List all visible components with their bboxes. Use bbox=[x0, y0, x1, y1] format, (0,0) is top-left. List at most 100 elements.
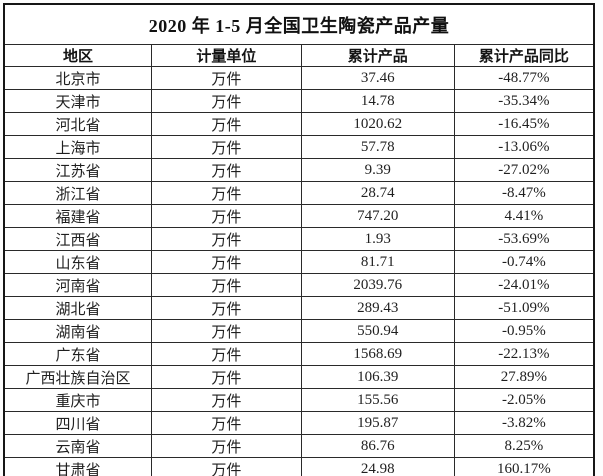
cell-yoy: -13.06% bbox=[453, 135, 595, 159]
table-row: 广西壮族自治区 万件 106.39 27.89% bbox=[3, 365, 595, 389]
cell-yoy: 160.17% bbox=[453, 457, 595, 476]
cell-yoy: -8.47% bbox=[453, 181, 595, 205]
cell-unit: 万件 bbox=[151, 112, 302, 136]
cell-cumulative-output: 86.76 bbox=[300, 434, 455, 458]
header-unit: 计量单位 bbox=[151, 44, 302, 67]
cell-region: 甘肃省 bbox=[3, 457, 152, 476]
cell-yoy: -16.45% bbox=[453, 112, 595, 136]
cell-cumulative-output: 28.74 bbox=[300, 181, 455, 205]
cell-unit: 万件 bbox=[151, 296, 302, 320]
table-row: 上海市 万件 57.78 -13.06% bbox=[3, 135, 595, 159]
cell-region: 四川省 bbox=[3, 411, 152, 435]
cell-region: 湖南省 bbox=[3, 319, 152, 343]
cell-unit: 万件 bbox=[151, 273, 302, 297]
cell-region: 湖北省 bbox=[3, 296, 152, 320]
cell-cumulative-output: 155.56 bbox=[300, 388, 455, 412]
cell-yoy: 8.25% bbox=[453, 434, 595, 458]
cell-unit: 万件 bbox=[151, 158, 302, 182]
header-cumulative-output: 累计产品 bbox=[300, 44, 455, 67]
cell-region: 广西壮族自治区 bbox=[3, 365, 152, 389]
cell-yoy: -0.74% bbox=[453, 250, 595, 274]
cell-cumulative-output: 550.94 bbox=[300, 319, 455, 343]
cell-cumulative-output: 2039.76 bbox=[300, 273, 455, 297]
table-row: 云南省 万件 86.76 8.25% bbox=[3, 434, 595, 458]
cell-unit: 万件 bbox=[151, 135, 302, 159]
cell-cumulative-output: 289.43 bbox=[300, 296, 455, 320]
cell-unit: 万件 bbox=[151, 411, 302, 435]
header-row: 地区 计量单位 累计产品 累计产品同比 bbox=[3, 44, 595, 67]
cell-region: 江苏省 bbox=[3, 158, 152, 182]
table-row: 浙江省 万件 28.74 -8.47% bbox=[3, 181, 595, 205]
cell-yoy: -51.09% bbox=[453, 296, 595, 320]
cell-yoy: -48.77% bbox=[453, 66, 595, 90]
cell-yoy: -22.13% bbox=[453, 342, 595, 366]
cell-cumulative-output: 14.78 bbox=[300, 89, 455, 113]
table-row: 四川省 万件 195.87 -3.82% bbox=[3, 411, 595, 435]
cell-region: 浙江省 bbox=[3, 181, 152, 205]
header-yoy: 累计产品同比 bbox=[453, 44, 595, 67]
title-row: 2020 年 1-5 月全国卫生陶瓷产品产量 bbox=[3, 3, 595, 45]
table-row: 福建省 万件 747.20 4.41% bbox=[3, 204, 595, 228]
cell-cumulative-output: 1568.69 bbox=[300, 342, 455, 366]
table-row: 北京市 万件 37.46 -48.77% bbox=[3, 66, 595, 90]
cell-cumulative-output: 57.78 bbox=[300, 135, 455, 159]
cell-cumulative-output: 195.87 bbox=[300, 411, 455, 435]
cell-cumulative-output: 1.93 bbox=[300, 227, 455, 251]
table-row: 江苏省 万件 9.39 -27.02% bbox=[3, 158, 595, 182]
cell-cumulative-output: 9.39 bbox=[300, 158, 455, 182]
cell-yoy: -24.01% bbox=[453, 273, 595, 297]
cell-cumulative-output: 37.46 bbox=[300, 66, 455, 90]
cell-region: 北京市 bbox=[3, 66, 152, 90]
cell-region: 河南省 bbox=[3, 273, 152, 297]
cell-unit: 万件 bbox=[151, 388, 302, 412]
cell-region: 天津市 bbox=[3, 89, 152, 113]
cell-yoy: 4.41% bbox=[453, 204, 595, 228]
cell-unit: 万件 bbox=[151, 250, 302, 274]
cell-unit: 万件 bbox=[151, 66, 302, 90]
cell-unit: 万件 bbox=[151, 89, 302, 113]
table-row: 广东省 万件 1568.69 -22.13% bbox=[3, 342, 595, 366]
table-title: 2020 年 1-5 月全国卫生陶瓷产品产量 bbox=[3, 3, 595, 45]
table-row: 甘肃省 万件 24.98 160.17% bbox=[3, 457, 595, 476]
cell-unit: 万件 bbox=[151, 227, 302, 251]
cell-region: 重庆市 bbox=[3, 388, 152, 412]
cell-cumulative-output: 1020.62 bbox=[300, 112, 455, 136]
cell-yoy: -3.82% bbox=[453, 411, 595, 435]
header-region: 地区 bbox=[3, 44, 152, 67]
table-row: 湖北省 万件 289.43 -51.09% bbox=[3, 296, 595, 320]
cell-yoy: 27.89% bbox=[453, 365, 595, 389]
cell-region: 江西省 bbox=[3, 227, 152, 251]
table-row: 山东省 万件 81.71 -0.74% bbox=[3, 250, 595, 274]
cell-unit: 万件 bbox=[151, 365, 302, 389]
cell-region: 山东省 bbox=[3, 250, 152, 274]
cell-region: 福建省 bbox=[3, 204, 152, 228]
table-row: 湖南省 万件 550.94 -0.95% bbox=[3, 319, 595, 343]
table-row: 河南省 万件 2039.76 -24.01% bbox=[3, 273, 595, 297]
cell-region: 上海市 bbox=[3, 135, 152, 159]
cell-unit: 万件 bbox=[151, 342, 302, 366]
cell-region: 河北省 bbox=[3, 112, 152, 136]
table-row: 江西省 万件 1.93 -53.69% bbox=[3, 227, 595, 251]
cell-cumulative-output: 24.98 bbox=[300, 457, 455, 476]
cell-cumulative-output: 747.20 bbox=[300, 204, 455, 228]
cell-yoy: -2.05% bbox=[453, 388, 595, 412]
production-table: 2020 年 1-5 月全国卫生陶瓷产品产量 地区 计量单位 累计产品 累计产品… bbox=[3, 3, 595, 476]
cell-unit: 万件 bbox=[151, 319, 302, 343]
cell-yoy: -35.34% bbox=[453, 89, 595, 113]
table-row: 重庆市 万件 155.56 -2.05% bbox=[3, 388, 595, 412]
cell-cumulative-output: 106.39 bbox=[300, 365, 455, 389]
table-row: 河北省 万件 1020.62 -16.45% bbox=[3, 112, 595, 136]
cell-unit: 万件 bbox=[151, 181, 302, 205]
cell-yoy: -0.95% bbox=[453, 319, 595, 343]
table-row: 天津市 万件 14.78 -35.34% bbox=[3, 89, 595, 113]
cell-yoy: -53.69% bbox=[453, 227, 595, 251]
cell-region: 云南省 bbox=[3, 434, 152, 458]
cell-unit: 万件 bbox=[151, 434, 302, 458]
table-body: 北京市 万件 37.46 -48.77% 天津市 万件 14.78 -35.34% 河北省 万件 1… bbox=[3, 66, 595, 476]
cell-unit: 万件 bbox=[151, 204, 302, 228]
cell-unit: 万件 bbox=[151, 457, 302, 476]
cell-cumulative-output: 81.71 bbox=[300, 250, 455, 274]
cell-yoy: -27.02% bbox=[453, 158, 595, 182]
cell-region: 广东省 bbox=[3, 342, 152, 366]
